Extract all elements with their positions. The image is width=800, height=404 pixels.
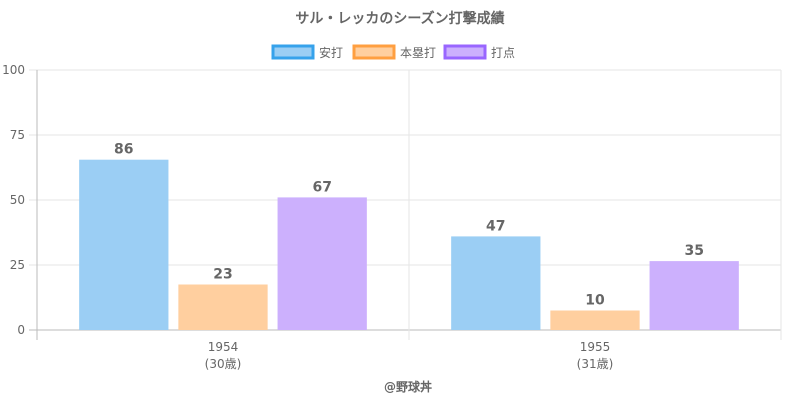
bar-label-1955-series-3: 35 (684, 243, 703, 259)
bar-1955-series-1 (451, 236, 541, 330)
x-tick-sublabel-1954: (30歳) (205, 357, 242, 371)
y-tick-label-0: 0 (17, 323, 25, 337)
bar-1955-series-3 (649, 261, 739, 330)
y-axis: 0 25 50 75 100 (2, 63, 25, 337)
legend-swatch-3 (443, 44, 487, 60)
bar-label-1954-series-1: 86 (114, 142, 133, 158)
x-tick-label-1954: 1954 (208, 340, 239, 354)
legend: 安打 本塁打 打点 (271, 44, 515, 60)
y-tick-label-75: 75 (10, 128, 25, 142)
bar-label-1954-series-2: 23 (213, 267, 232, 283)
y-tick-label-50: 50 (10, 193, 25, 207)
y-tick-label-100: 100 (2, 63, 25, 77)
bar-1955-series-2 (550, 310, 640, 330)
bar-1954-series-3 (277, 197, 367, 330)
legend-label-2: 本塁打 (400, 46, 436, 60)
x-tick-sublabel-1955: (31歳) (577, 357, 614, 371)
bar-1954-series-2 (178, 284, 268, 330)
legend-swatch-2 (352, 44, 396, 60)
bar-label-1955-series-2: 10 (585, 293, 605, 309)
bars (79, 159, 739, 330)
legend-swatch-1 (271, 44, 315, 60)
chart-title: サル・レッカのシーズン打撃成績 (295, 10, 504, 27)
y-tick-label-25: 25 (10, 258, 25, 272)
x-tick-label-1955: 1955 (580, 340, 611, 354)
legend-label-3: 打点 (491, 46, 515, 60)
bar-1954-series-1 (79, 159, 169, 330)
x-axis: 1954 (30歳) 1955 (31歳) (205, 340, 614, 371)
footer-credit: @野球丼 (384, 379, 432, 394)
legend-label-1: 安打 (319, 45, 343, 60)
data-labels: 86 23 67 47 10 35 (114, 142, 704, 309)
bar-label-1954-series-3: 67 (312, 179, 331, 195)
bar-label-1955-series-1: 47 (486, 218, 505, 234)
